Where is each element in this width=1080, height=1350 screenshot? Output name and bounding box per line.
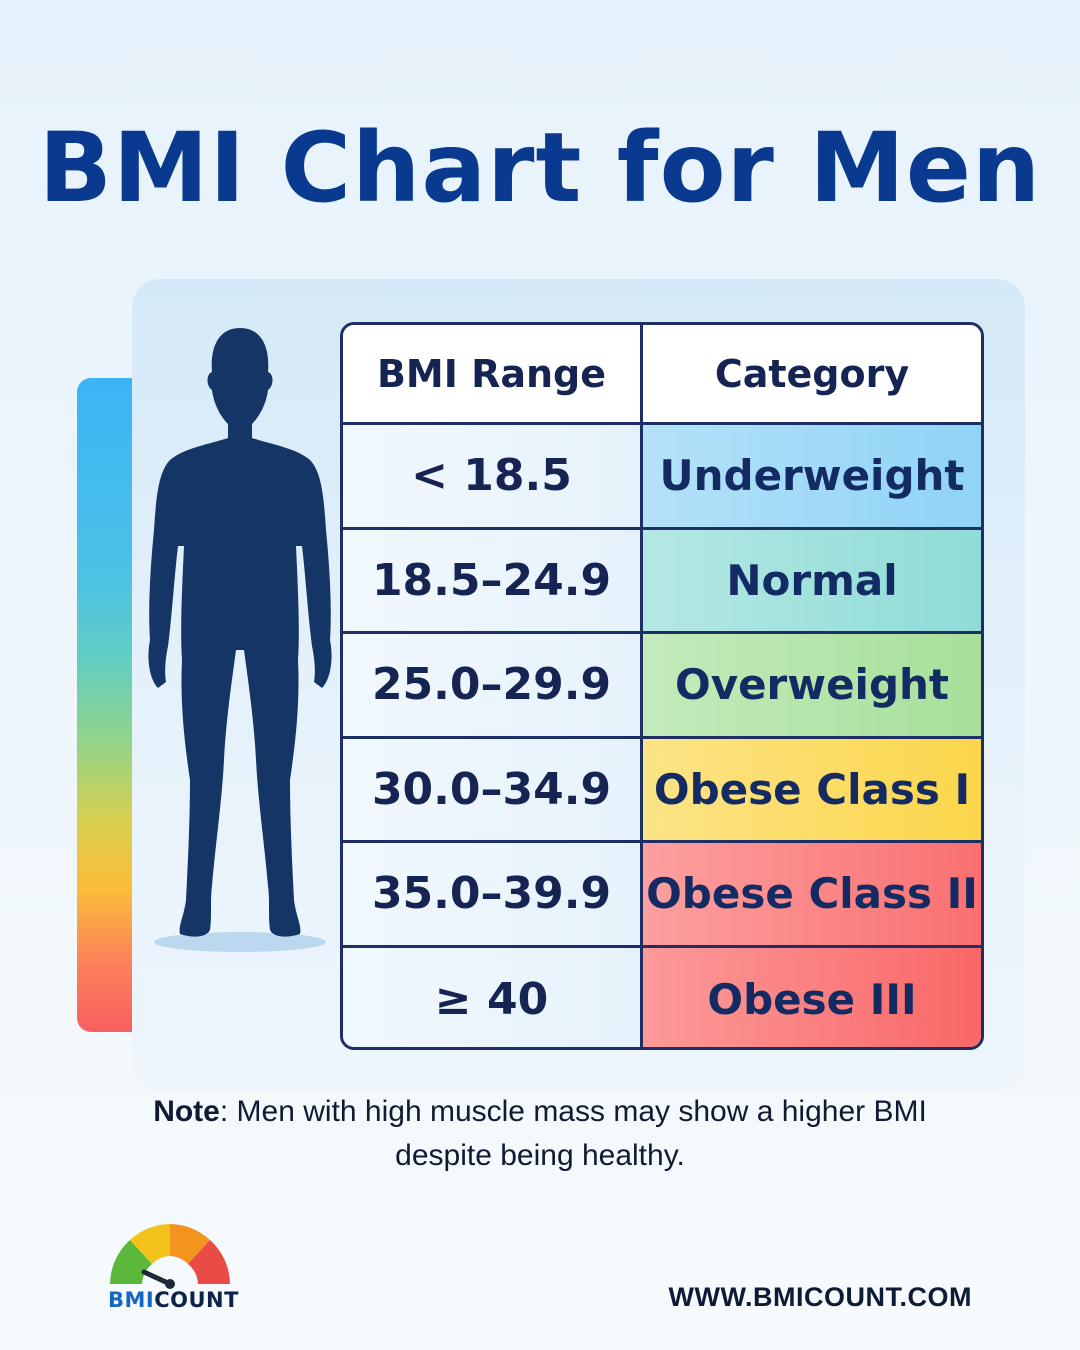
table-row: 25.0–29.9 Overweight <box>343 634 981 739</box>
man-silhouette-icon <box>148 328 332 952</box>
page-title: BMI Chart for Men <box>38 112 1042 224</box>
category-cell: Overweight <box>643 634 981 736</box>
logo-text-count: COUNT <box>154 1288 239 1312</box>
note-body: : Men with high muscle mass may show a h… <box>219 1095 927 1172</box>
bmi-range-cell: 25.0–29.9 <box>343 634 643 736</box>
table-row: < 18.5 Underweight <box>343 425 981 530</box>
table-row: 30.0–34.9 Obese Class I <box>343 738 981 843</box>
category-cell: Obese Class I <box>643 738 981 840</box>
note-text: Note: Men with high muscle mass may show… <box>110 1090 970 1178</box>
bmi-range-cell: 18.5–24.9 <box>343 529 643 631</box>
category-cell: Obese III <box>643 947 981 1047</box>
category-cell: Obese Class II <box>643 843 981 945</box>
bmi-range-cell: 30.0–34.9 <box>343 738 643 840</box>
bmi-color-scale <box>77 378 132 1032</box>
logo-text: BMICOUNT <box>108 1288 239 1312</box>
header-bmi-range: BMI Range <box>343 325 643 422</box>
table-row: ≥ 40 Obese III <box>343 947 981 1047</box>
bmi-range-cell: ≥ 40 <box>343 947 643 1047</box>
category-cell: Normal <box>643 529 981 631</box>
website-url[interactable]: WWW.BMICOUNT.COM <box>668 1282 972 1312</box>
logo-text-bmi: BMI <box>108 1288 155 1312</box>
table-row: 35.0–39.9 Obese Class II <box>343 843 981 948</box>
note-label: Note <box>153 1095 220 1128</box>
table-row: 18.5–24.9 Normal <box>343 529 981 634</box>
bmi-table: BMI Range Category < 18.5 Underweight 18.5… <box>340 322 984 1050</box>
bmi-range-cell: < 18.5 <box>343 425 643 527</box>
category-cell: Underweight <box>643 425 981 527</box>
table-header-row: BMI Range Category <box>343 325 981 425</box>
bmi-range-cell: 35.0–39.9 <box>343 843 643 945</box>
header-category: Category <box>643 325 981 422</box>
gauge-logo-icon <box>110 1224 230 1289</box>
